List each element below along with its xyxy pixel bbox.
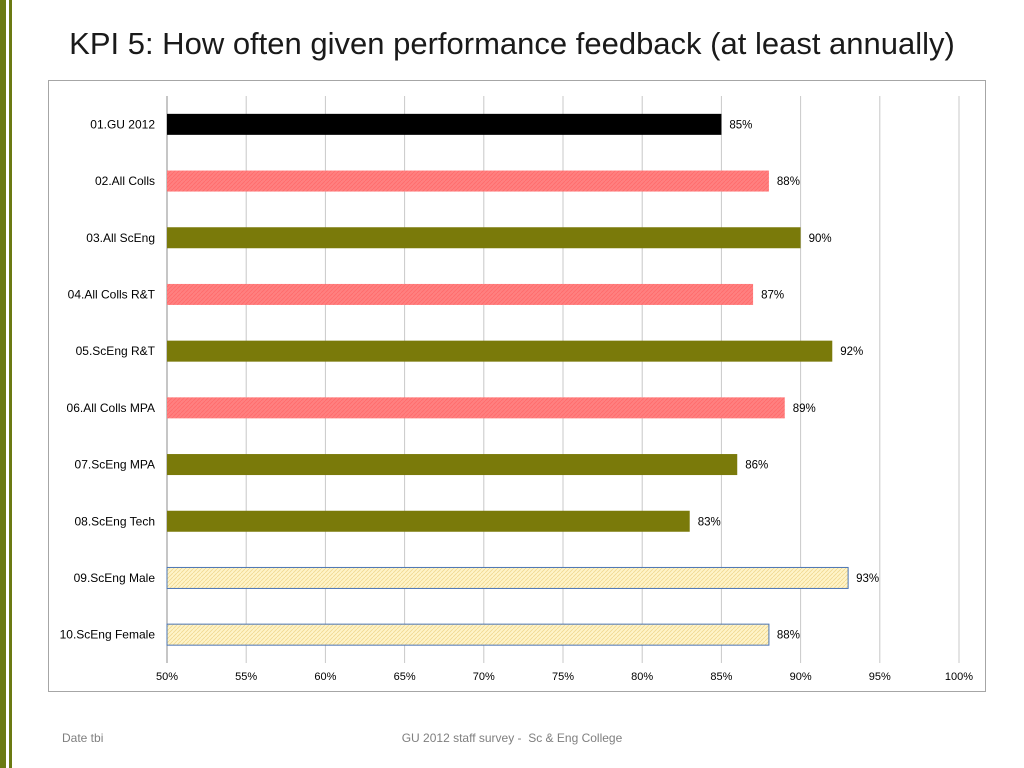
bar: [167, 340, 833, 362]
bar: [167, 510, 690, 532]
x-tick-label: 55%: [235, 671, 257, 683]
value-label: 87%: [761, 289, 784, 301]
x-tick-label: 100%: [945, 671, 973, 683]
value-label: 88%: [777, 630, 800, 642]
value-label: 92%: [840, 346, 863, 358]
bar: [166, 566, 849, 589]
category-label: 03.All ScEng: [86, 231, 155, 245]
x-tick-label: 80%: [631, 671, 653, 683]
x-tick-label: 90%: [790, 671, 812, 683]
category-label: 05.ScEng R&T: [76, 344, 156, 358]
value-label: 88%: [777, 176, 800, 188]
x-tick-label: 50%: [156, 671, 178, 683]
bar: [167, 170, 769, 192]
x-tick-label: 60%: [314, 671, 336, 683]
x-tick-label: 85%: [710, 671, 732, 683]
category-label: 02.All Colls: [95, 174, 155, 188]
x-tick-label: 70%: [473, 671, 495, 683]
bars: [166, 113, 849, 646]
category-label: 04.All Colls R&T: [68, 287, 156, 301]
value-label: 93%: [856, 573, 879, 585]
bar: [166, 623, 770, 646]
x-tick-label: 75%: [552, 671, 574, 683]
x-tick-label: 65%: [394, 671, 416, 683]
category-label: 08.ScEng Tech: [74, 514, 155, 528]
labels: 50% 55% 60% 65% 70% 75% 80% 85% 90% 95% 100% 01.GU …: [60, 117, 974, 683]
bar: [167, 113, 722, 135]
bar: [167, 454, 738, 476]
bar: [167, 397, 785, 419]
value-label: 83%: [698, 516, 721, 528]
value-label: 85%: [729, 119, 752, 131]
category-label: 07.ScEng MPA: [75, 458, 155, 472]
x-tick-label: 95%: [869, 671, 891, 683]
value-label: 86%: [745, 460, 768, 472]
left-accent-stripe-thin: [9, 0, 12, 768]
bar: [167, 227, 801, 249]
footer-survey-caption: GU 2012 staff survey - Sc & Eng College: [401, 731, 623, 745]
category-label: 01.GU 2012: [90, 117, 155, 131]
category-label: 06.All Colls MPA: [67, 401, 155, 415]
value-label: 89%: [793, 403, 816, 415]
bar: [167, 283, 754, 305]
left-accent-stripe: [0, 0, 6, 768]
category-label: 09.ScEng Male: [74, 571, 156, 585]
footer-date: Date tbi: [62, 731, 104, 745]
slide-title: KPI 5: How often given performance feedb…: [69, 26, 955, 61]
category-label: 10.ScEng Female: [60, 628, 156, 642]
value-label: 90%: [809, 233, 832, 245]
chart-area: 50% 55% 60% 65% 70% 75% 80% 85% 90% 95% 100% 01.GU …: [48, 80, 986, 692]
bar-chart: 50% 55% 60% 65% 70% 75% 80% 85% 90% 95% 100% 01.GU …: [60, 96, 974, 683]
